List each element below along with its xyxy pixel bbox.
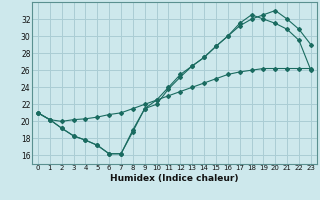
X-axis label: Humidex (Indice chaleur): Humidex (Indice chaleur) <box>110 174 239 183</box>
